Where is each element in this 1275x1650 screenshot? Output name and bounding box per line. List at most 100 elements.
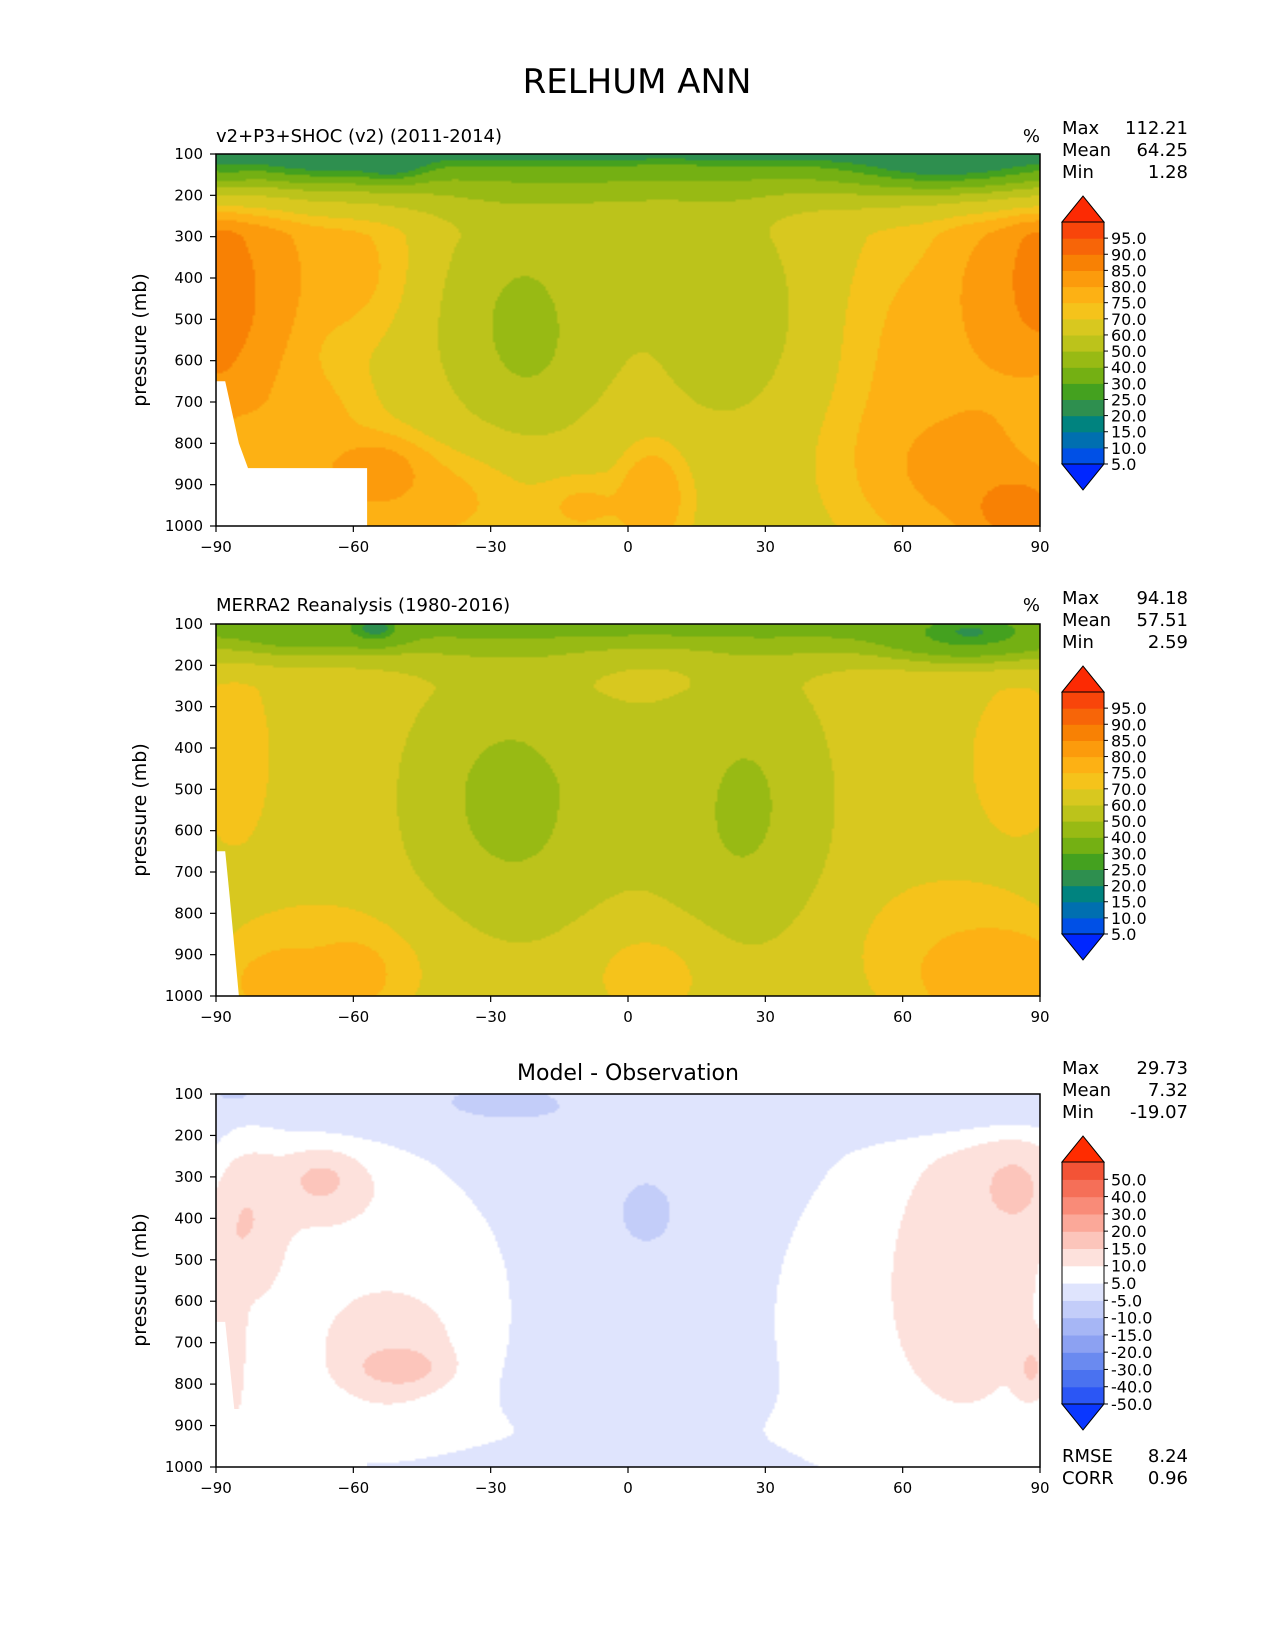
colorbar-bin	[1062, 1213, 1104, 1232]
colorbar-label: 5.0	[1111, 925, 1136, 944]
colorbar-bin	[1062, 901, 1104, 919]
colorbar-bin	[1062, 1179, 1104, 1198]
colorbar-extend-min	[1060, 463, 1106, 491]
colorbar-label: 70.0	[1111, 310, 1147, 329]
panel-obs-colorbar: 5.010.015.020.025.030.040.050.060.070.07…	[1060, 665, 1147, 961]
x-tick-label: −90	[200, 1008, 232, 1026]
colorbar-label: 5.0	[1111, 1274, 1136, 1293]
panel-obs-title-left: MERRA2 Reanalysis (1980-2016)	[216, 595, 510, 616]
colorbar-bin	[1062, 399, 1104, 417]
stat-label: Max	[1062, 118, 1100, 139]
x-tick-label: 90	[1030, 538, 1049, 556]
colorbar-bin	[1062, 431, 1104, 449]
x-tick-label: 60	[893, 1008, 912, 1026]
stat-label: Max	[1062, 1058, 1100, 1079]
colorbar-bin	[1062, 1300, 1104, 1319]
x-tick-label: −30	[475, 1008, 507, 1026]
x-tick-label: 90	[1030, 1479, 1049, 1497]
y-tick-label: 1000	[165, 517, 203, 535]
stat-value: 2.59	[1148, 632, 1188, 653]
y-tick-label: 800	[174, 1375, 203, 1393]
panel-obs-stats: Max 94.18 Mean 57.51 Min 2.59	[1062, 588, 1188, 653]
y-tick-label: 1000	[165, 1458, 203, 1476]
colorbar-label: 20.0	[1111, 1222, 1147, 1241]
colorbar-extend-max	[1060, 195, 1106, 223]
colorbar-bin	[1062, 238, 1104, 255]
colorbar-label: 25.0	[1111, 860, 1147, 879]
x-tick-label: 30	[756, 538, 775, 556]
panel-model-surface-mask	[216, 381, 368, 526]
stat-value: 7.32	[1148, 1080, 1188, 1101]
x-tick-label: 60	[893, 538, 912, 556]
colorbar-label: 85.0	[1111, 731, 1147, 750]
colorbar-bin	[1062, 222, 1104, 239]
colorbar-bin	[1062, 772, 1104, 790]
colorbar-bin	[1062, 1248, 1104, 1267]
panel-model-colorbar: 5.010.015.020.025.030.040.050.060.070.07…	[1060, 195, 1147, 491]
x-tick-label: −60	[338, 538, 370, 556]
stat-value: 57.51	[1136, 610, 1188, 631]
y-tick-label: 400	[174, 739, 203, 757]
colorbar-label: 75.0	[1111, 294, 1147, 313]
y-tick-label: 900	[174, 476, 203, 494]
x-tick-label: 60	[893, 1479, 912, 1497]
colorbar-label: 20.0	[1111, 877, 1147, 896]
colorbar-bin	[1062, 1369, 1104, 1388]
colorbar-label: 10.0	[1111, 909, 1147, 928]
panel-model-stats: Max 112.21 Mean 64.25 Min 1.28	[1062, 118, 1188, 183]
colorbar-label: 80.0	[1111, 278, 1147, 297]
colorbar-outline	[1061, 221, 1105, 465]
colorbar-label: 90.0	[1111, 245, 1147, 264]
panel-obs-axes: −90 −60 −30 0 30 60 90 100 200 300 400 500 600 700 800…	[165, 615, 1050, 1026]
colorbar-label: -30.0	[1111, 1360, 1152, 1379]
colorbar-label: 30.0	[1111, 374, 1147, 393]
panel-diff-surface-mask	[216, 1321, 368, 1467]
colorbar-bin	[1062, 318, 1104, 336]
colorbar-label: 50.0	[1111, 1170, 1147, 1189]
panel-model-field	[216, 154, 1040, 526]
colorbar-bin	[1062, 286, 1104, 304]
colorbar-extend-min	[1060, 1403, 1106, 1431]
stat-value: 0.96	[1148, 1468, 1188, 1489]
colorbar-label: 70.0	[1111, 780, 1147, 799]
panel-model-contour-fill	[216, 154, 1040, 526]
stat-label: Max	[1062, 588, 1100, 609]
colorbar-bin	[1062, 756, 1104, 774]
colorbar-label: 20.0	[1111, 407, 1147, 426]
x-tick-label: −30	[475, 1479, 507, 1497]
colorbar-label: 25.0	[1111, 390, 1147, 409]
colorbar-label: 10.0	[1111, 1257, 1147, 1276]
y-tick-label: 600	[174, 1292, 203, 1310]
y-tick-label: 200	[174, 656, 203, 674]
colorbar-bin	[1062, 788, 1104, 806]
stat-label: Mean	[1062, 140, 1111, 161]
y-tick-label: 400	[174, 1209, 203, 1227]
colorbar-label: 40.0	[1111, 828, 1147, 847]
colorbar-bin	[1062, 837, 1104, 854]
panel-diff-field	[216, 1094, 1040, 1467]
stat-label: RMSE	[1062, 1446, 1113, 1467]
colorbar-bin	[1062, 415, 1104, 433]
stat-value: -19.07	[1130, 1102, 1188, 1123]
colorbar-bin	[1062, 724, 1104, 741]
y-tick-label: 200	[174, 186, 203, 204]
colorbar-bin	[1062, 447, 1104, 465]
colorbar-bin	[1062, 1334, 1104, 1353]
panel-diff-axes: −90 −60 −30 0 30 60 90 100 200 300 400 500 600 700 800…	[165, 1085, 1050, 1497]
stat-value: 8.24	[1148, 1446, 1188, 1467]
colorbar-bin	[1062, 254, 1104, 271]
colorbar-extend-max	[1060, 1135, 1106, 1163]
colorbar-extend-max	[1060, 665, 1106, 693]
colorbar-label: 85.0	[1111, 261, 1147, 280]
colorbar-label: 15.0	[1111, 1239, 1147, 1258]
y-tick-label: 300	[174, 698, 203, 716]
colorbar-bin	[1062, 869, 1104, 887]
colorbar-bin	[1062, 740, 1104, 758]
y-tick-label: 100	[174, 145, 203, 163]
colorbar-bin	[1062, 1162, 1104, 1180]
colorbar-bin	[1062, 302, 1104, 320]
colorbar-label: 10.0	[1111, 439, 1147, 458]
panel-model-units: %	[1023, 126, 1040, 147]
colorbar-label: -5.0	[1111, 1291, 1142, 1310]
